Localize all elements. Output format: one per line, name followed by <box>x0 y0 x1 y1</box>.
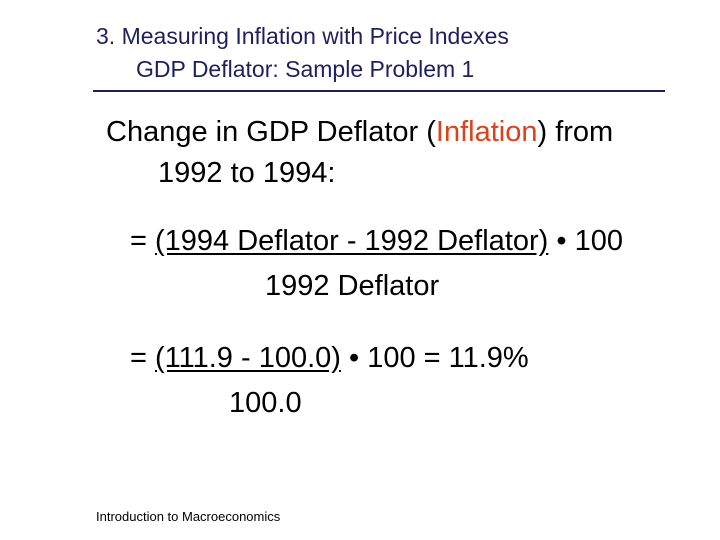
title-divider <box>93 90 665 92</box>
intro-post: ) from <box>537 116 614 148</box>
formula-numerator: (1994 Deflator - 1992 Deflator) <box>155 225 549 257</box>
formula-multiplier: • 100 <box>548 225 623 257</box>
calculation-numerator-line: = (111.9 - 100.0) • 100 = 11.9% <box>130 344 529 373</box>
inflation-highlight: Inflation <box>435 116 538 148</box>
intro-pre: Change in GDP Deflator ( <box>106 116 436 148</box>
formula-denominator: 1992 Deflator <box>265 270 440 302</box>
slide-title-line-2: GDP Deflator: Sample Problem 1 <box>136 56 475 82</box>
intro-line: Change in GDP Deflator (Inflation) from <box>106 118 613 147</box>
calculation-denominator: 100.0 <box>229 387 302 419</box>
formula-numerator-line: = (1994 Deflator - 1992 Deflator) • 100 <box>130 227 623 256</box>
slide-title-line-1: 3. Measuring Inflation with Price Indexe… <box>96 23 509 49</box>
calculation-rest: • 100 = 11.9% <box>340 342 529 374</box>
footer-text: Introduction to Macroeconomics <box>96 509 281 524</box>
formula-equals: = <box>130 225 155 257</box>
calculation-equals: = <box>130 342 155 374</box>
calculation-numerator: (111.9 - 100.0) <box>155 342 341 374</box>
intro-line-2: 1992 to 1994: <box>158 157 336 189</box>
